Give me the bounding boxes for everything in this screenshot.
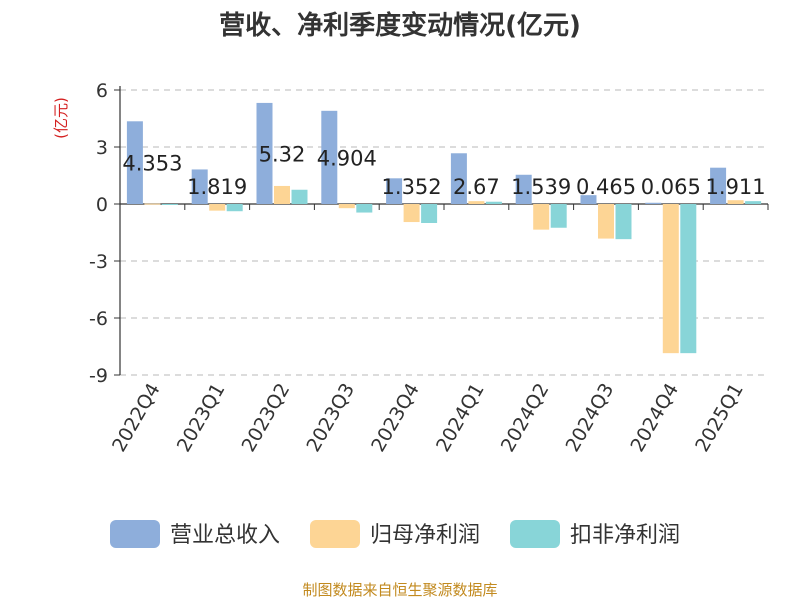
data-label: 4.353 — [122, 152, 182, 176]
legend-swatch-2[interactable] — [510, 520, 560, 548]
data-label: 5.32 — [259, 142, 306, 166]
grid-lines — [120, 89, 768, 376]
bar-0-2024Q3 — [580, 195, 597, 204]
bar-1-2023Q3 — [338, 204, 355, 209]
y-tick-label: -3 — [89, 251, 108, 273]
x-tick-label: 2024Q4 — [626, 380, 683, 456]
x-tick-label: 2024Q1 — [432, 380, 489, 456]
bar-1-2023Q2 — [274, 185, 290, 204]
data-label: 0.465 — [576, 175, 636, 199]
chart-title: 营收、净利季度变动情况(亿元) — [219, 10, 581, 41]
bar-1-2023Q1 — [209, 204, 226, 211]
x-tick-label: 2024Q3 — [562, 380, 619, 456]
data-label: 1.352 — [382, 175, 442, 199]
bar-0-2025Q1 — [710, 167, 727, 204]
y-tick-label: -9 — [89, 365, 108, 387]
bar-2-2023Q1 — [226, 204, 243, 212]
x-tick-label: 2024Q2 — [497, 380, 554, 456]
bar-0-2024Q2 — [515, 174, 532, 204]
bar-0-2023Q4 — [386, 178, 403, 204]
bar-2-2025Q1 — [745, 201, 762, 204]
bar-0-2023Q3 — [321, 110, 338, 204]
x-tick-label: 2022Q4 — [108, 380, 165, 456]
legend-label-0[interactable]: 营业总收入 — [170, 523, 280, 548]
data-label: 1.819 — [187, 175, 247, 199]
bar-1-2023Q4 — [403, 204, 420, 223]
bar-1-2024Q4 — [662, 204, 679, 354]
bar-2-2022Q4 — [161, 204, 178, 205]
bar-1-2024Q1 — [468, 201, 485, 204]
data-label: 0.065 — [641, 175, 701, 199]
data-label: 4.904 — [317, 146, 377, 170]
x-tick-label: 2023Q4 — [367, 380, 424, 456]
x-tick-label: 2023Q2 — [238, 380, 295, 456]
legend-label-2[interactable]: 扣非净利润 — [570, 523, 680, 548]
bar-2-2023Q3 — [356, 204, 373, 213]
y-axis-unit: (亿元) — [52, 97, 70, 139]
legend-swatch-1[interactable] — [310, 520, 360, 548]
y-tick-label: 6 — [96, 80, 108, 102]
bar-0-2023Q1 — [191, 169, 208, 204]
x-tick-label: 2023Q3 — [302, 380, 359, 456]
data-label: 1.539 — [511, 175, 571, 199]
bar-2-2023Q2 — [291, 189, 308, 204]
x-tick-label: 2023Q1 — [173, 380, 230, 456]
y-tick-label: -6 — [89, 308, 108, 330]
bar-2-2024Q3 — [615, 204, 632, 240]
bar-0-2024Q4 — [645, 202, 662, 204]
bar-2-2024Q4 — [680, 204, 697, 354]
legend: 营业总收入 归母净利润 扣非净利润 — [110, 520, 680, 548]
bar-0-2022Q4 — [126, 121, 143, 204]
bar-1-2022Q4 — [144, 203, 161, 205]
legend-swatch-0[interactable] — [110, 520, 160, 548]
data-label: 2.67 — [453, 175, 500, 199]
y-tick-label: 0 — [96, 194, 108, 216]
x-tick-label: 2025Q1 — [691, 380, 748, 456]
bar-1-2025Q1 — [727, 200, 744, 204]
bar-2-2023Q4 — [421, 204, 438, 223]
source-note: 制图数据来自恒生聚源数据库 — [302, 581, 497, 599]
bar-0-2023Q2 — [256, 102, 273, 204]
legend-label-1[interactable]: 归母净利润 — [370, 523, 480, 548]
data-label: 1.911 — [706, 175, 766, 199]
bar-1-2024Q3 — [598, 204, 614, 239]
bars — [126, 102, 762, 354]
bar-1-2024Q2 — [533, 204, 550, 230]
y-tick-label: 3 — [96, 137, 108, 159]
bar-2-2024Q1 — [485, 201, 502, 204]
bar-2-2024Q2 — [550, 204, 567, 228]
bar-0-2024Q1 — [450, 153, 467, 204]
